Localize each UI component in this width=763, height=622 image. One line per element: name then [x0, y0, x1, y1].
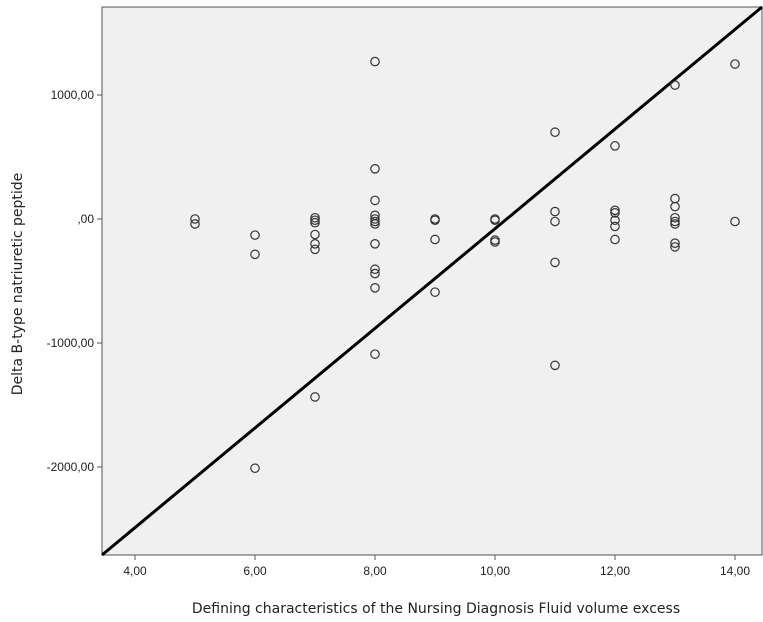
data-point	[370, 283, 380, 293]
data-point	[310, 239, 320, 249]
data-point	[670, 201, 680, 212]
data-point	[190, 219, 200, 229]
data-point	[310, 212, 320, 223]
x-tick-label: 4,00	[123, 564, 147, 578]
y-tick-label: 1000,00	[51, 88, 95, 102]
data-point	[310, 215, 320, 226]
data-point	[430, 287, 440, 297]
x-tick-label: 6,00	[243, 564, 267, 578]
data-point	[370, 264, 380, 275]
x-tick-label: 14,00	[720, 564, 750, 578]
data-point	[370, 216, 380, 227]
data-point	[310, 244, 320, 255]
x-tick-label: 8,00	[363, 564, 387, 578]
data-point	[670, 219, 680, 229]
x-axis-title: Defining characteristics of the Nursing …	[192, 601, 680, 617]
data-point	[670, 242, 680, 252]
data-point	[310, 217, 320, 228]
data-point	[370, 195, 380, 206]
data-point	[610, 221, 620, 232]
data-point	[250, 463, 260, 474]
data-point	[370, 214, 380, 224]
x-axis: 4,00 6,00 8,00 10,00 12,00 14,00	[123, 555, 750, 578]
points-layer	[190, 56, 740, 474]
data-point	[310, 229, 320, 240]
data-point	[370, 219, 380, 229]
data-point	[370, 268, 380, 279]
data-point	[430, 215, 440, 226]
data-point	[670, 212, 680, 223]
data-point	[610, 141, 620, 151]
data-point	[370, 163, 380, 174]
data-point	[550, 127, 560, 138]
data-point	[370, 56, 380, 67]
data-point	[730, 59, 740, 69]
data-point	[670, 238, 680, 248]
data-point	[610, 208, 620, 218]
data-point	[670, 216, 680, 227]
y-axis-title: Delta B-type natriuretic peptide	[10, 173, 26, 396]
y-axis: 1000,00 ,00 -1000,00 -2000,00	[47, 88, 102, 474]
x-tick-label: 10,00	[480, 564, 510, 578]
data-point	[490, 237, 500, 247]
data-point	[610, 234, 620, 245]
data-point	[550, 360, 560, 371]
data-point	[610, 215, 620, 226]
data-point	[430, 234, 440, 245]
data-point	[610, 205, 620, 216]
data-point	[310, 392, 320, 402]
data-point	[550, 206, 560, 217]
data-point	[370, 349, 380, 359]
data-point	[730, 216, 740, 227]
data-point	[550, 257, 560, 268]
data-point	[250, 249, 260, 260]
y-tick-label: -2000,00	[47, 460, 95, 474]
data-point	[670, 80, 680, 90]
x-tick-label: 12,00	[600, 564, 630, 578]
data-point	[250, 230, 260, 240]
y-tick-label: -1000,00	[47, 336, 95, 350]
data-point	[550, 216, 560, 227]
data-point	[190, 214, 200, 224]
data-point	[490, 215, 500, 226]
y-tick-label: ,00	[77, 212, 94, 226]
fit-line	[101, 5, 763, 557]
data-point	[370, 239, 380, 249]
fit-line-layer	[101, 5, 763, 557]
